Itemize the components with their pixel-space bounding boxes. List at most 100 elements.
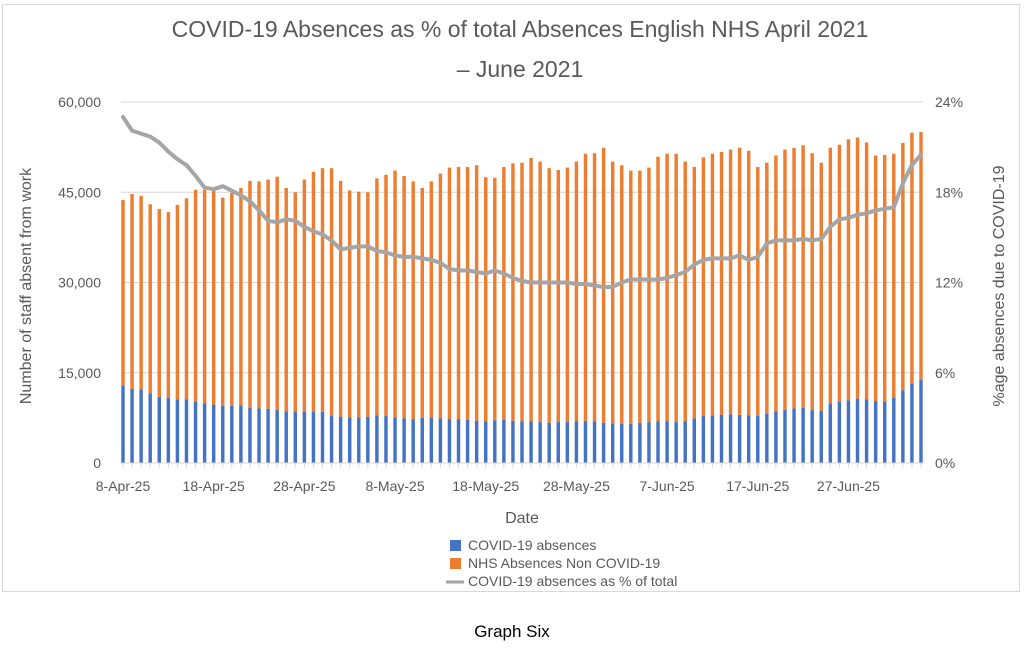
legend: COVID-19 absences NHS Absences Non COVID…	[446, 537, 677, 589]
bar-non-covid	[311, 171, 316, 412]
bar-covid	[311, 411, 316, 463]
bar-covid	[520, 421, 524, 463]
y-tick-label: 30,000	[58, 275, 101, 291]
bar-covid	[230, 405, 234, 463]
bar-covid	[583, 420, 588, 463]
bar-covid	[266, 408, 270, 463]
bar-covid	[157, 396, 161, 463]
bar-covid	[883, 401, 887, 463]
bar-non-covid	[166, 212, 171, 399]
bar-covid	[756, 416, 760, 463]
bar-non-covid	[728, 149, 733, 415]
bar-non-covid	[837, 144, 842, 402]
bar-covid	[683, 421, 687, 463]
y-tick-label: 15,000	[58, 365, 101, 381]
x-tick-label: 17-Jun-25	[726, 478, 789, 494]
axes: 0 15,000 30,000 45,000 60,000 0% 6% 12% 18% 24% 8-…	[58, 94, 963, 494]
bar-non-covid	[211, 190, 216, 405]
bar-covid	[746, 415, 751, 463]
pct-line	[121, 115, 923, 289]
bar-covid	[375, 415, 379, 463]
bar-covid	[302, 411, 307, 463]
bar-covid	[320, 411, 325, 463]
y-tick-label: 60,000	[58, 94, 101, 110]
bar-non-covid	[620, 165, 624, 424]
x-tick-label: 27-Jun-25	[817, 478, 880, 494]
bar-covid	[801, 407, 805, 463]
y2-tick-label: 0%	[935, 455, 955, 471]
bar-non-covid	[384, 174, 388, 417]
bar-non-covid	[202, 189, 207, 404]
bar-non-covid	[683, 161, 687, 422]
x-tick-label: 18-Apr-25	[183, 478, 245, 494]
bar-non-covid	[302, 179, 307, 412]
bar-non-covid	[438, 173, 443, 419]
bar-non-covid	[756, 166, 760, 417]
bar-non-covid	[402, 176, 406, 419]
bar-non-covid	[819, 162, 823, 411]
bar-non-covid	[456, 166, 461, 420]
bar-covid	[284, 411, 288, 463]
bar-covid	[447, 419, 452, 463]
bar-covid	[692, 418, 697, 463]
bar-non-covid	[901, 142, 905, 391]
bar-covid	[701, 416, 706, 463]
x-axis-label: Date	[505, 510, 539, 527]
bar-covid	[792, 408, 796, 463]
bar-non-covid	[774, 155, 778, 412]
bar-covid	[529, 421, 533, 463]
bar-covid	[719, 414, 724, 463]
bar-non-covid	[493, 177, 497, 421]
bar-non-covid	[121, 200, 125, 386]
bar-non-covid	[547, 168, 551, 423]
bars	[121, 132, 923, 463]
bar-covid	[148, 393, 152, 463]
bar-covid	[239, 405, 243, 463]
chart-frame: COVID-19 Absences as % of total Absences…	[2, 4, 1020, 592]
x-tick-label: 8-Apr-25	[96, 478, 151, 494]
y-tick-label: 45,000	[58, 184, 101, 200]
bar-non-covid	[139, 195, 143, 390]
bar-covid	[121, 385, 125, 463]
bar-non-covid	[347, 190, 352, 418]
bar-non-covid	[366, 192, 370, 417]
bar-non-covid	[892, 153, 896, 399]
bar-covid	[338, 416, 343, 463]
bar-non-covid	[746, 150, 751, 416]
bar-non-covid	[674, 153, 678, 423]
bar-covid	[901, 390, 905, 463]
bar-covid	[556, 422, 560, 463]
bar-covid	[710, 415, 715, 463]
y2-tick-label: 6%	[935, 365, 955, 381]
chart-title-line-2: – June 2021	[457, 56, 584, 82]
bar-covid	[864, 399, 869, 463]
bar-covid	[656, 421, 660, 463]
bar-non-covid	[873, 155, 878, 402]
bar-non-covid	[701, 157, 706, 417]
bar-covid	[610, 423, 615, 463]
y-tick-label: 0	[93, 455, 101, 471]
bar-non-covid	[719, 151, 724, 415]
bar-non-covid	[855, 137, 860, 399]
bar-covid	[402, 418, 406, 463]
bar-covid	[592, 421, 597, 463]
bar-non-covid	[157, 209, 161, 397]
bar-covid	[366, 416, 370, 463]
chart-title-line-1: COVID-19 Absences as % of total Absences…	[172, 16, 869, 42]
bar-non-covid	[556, 169, 560, 423]
y2-tick-label: 18%	[935, 184, 963, 200]
bar-covid	[819, 410, 823, 463]
bar-non-covid	[375, 178, 379, 416]
bar-non-covid	[338, 180, 343, 417]
bar-covid	[810, 410, 814, 463]
bar-covid	[420, 417, 424, 463]
legend-swatch-covid	[450, 540, 461, 551]
bar-covid	[411, 419, 415, 463]
bar-covid	[910, 383, 914, 463]
bar-non-covid	[266, 179, 270, 409]
bar-non-covid	[710, 153, 715, 416]
bar-covid	[538, 422, 542, 463]
bar-covid	[202, 403, 207, 463]
figure-caption: Graph Six	[474, 622, 550, 641]
bar-covid	[438, 418, 443, 463]
